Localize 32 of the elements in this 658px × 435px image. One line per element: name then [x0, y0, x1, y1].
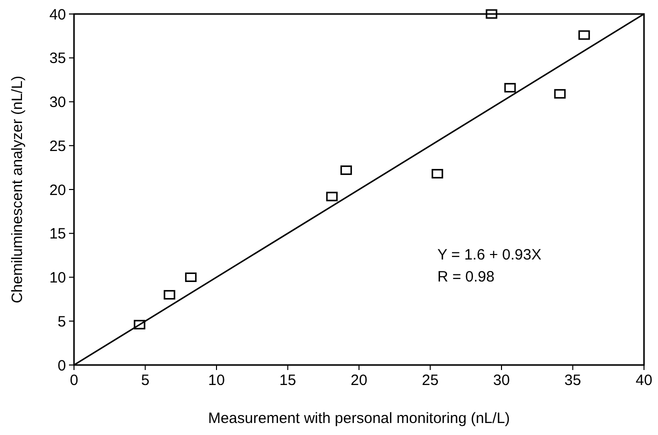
y-tick-label: 5 [58, 313, 66, 330]
x-tick-label: 5 [141, 372, 150, 389]
point [340, 165, 352, 175]
point [185, 272, 197, 282]
point [164, 290, 176, 300]
y-tick-label: 40 [49, 6, 66, 24]
x-tick-label: 25 [422, 372, 439, 389]
annotation: R = 0.98 [437, 268, 494, 286]
x-tick-label: 35 [564, 372, 582, 389]
point [432, 168, 444, 178]
point [486, 9, 498, 19]
y-tick-label: 35 [49, 50, 66, 68]
x-tick-label: 10 [208, 372, 225, 389]
point [504, 82, 516, 92]
x-tick-label: 40 [636, 372, 652, 389]
y-tick-label: 25 [49, 138, 66, 155]
y-tick-label: 10 [49, 270, 66, 286]
x-axis-title: Measurement with personal monitoring (nL/L) [208, 410, 510, 427]
annotation: Y = 1.6 + 0.93X [437, 246, 542, 264]
x-tick-label: 30 [493, 372, 510, 389]
x-tick-label: 15 [279, 372, 296, 389]
y-axis-title: Chemiluminescent analyzer (nL/L) [9, 76, 26, 304]
point [326, 192, 338, 202]
y-tick-label: 20 [49, 182, 66, 199]
y-tick-label: 0 [58, 357, 66, 374]
x-tick-label: 0 [70, 372, 78, 389]
y-tick-label: 15 [49, 226, 66, 243]
y-tick-label: 30 [49, 94, 66, 111]
point [134, 320, 146, 330]
x-tick-label: 20 [350, 372, 368, 389]
point [578, 30, 590, 40]
point [554, 89, 566, 99]
